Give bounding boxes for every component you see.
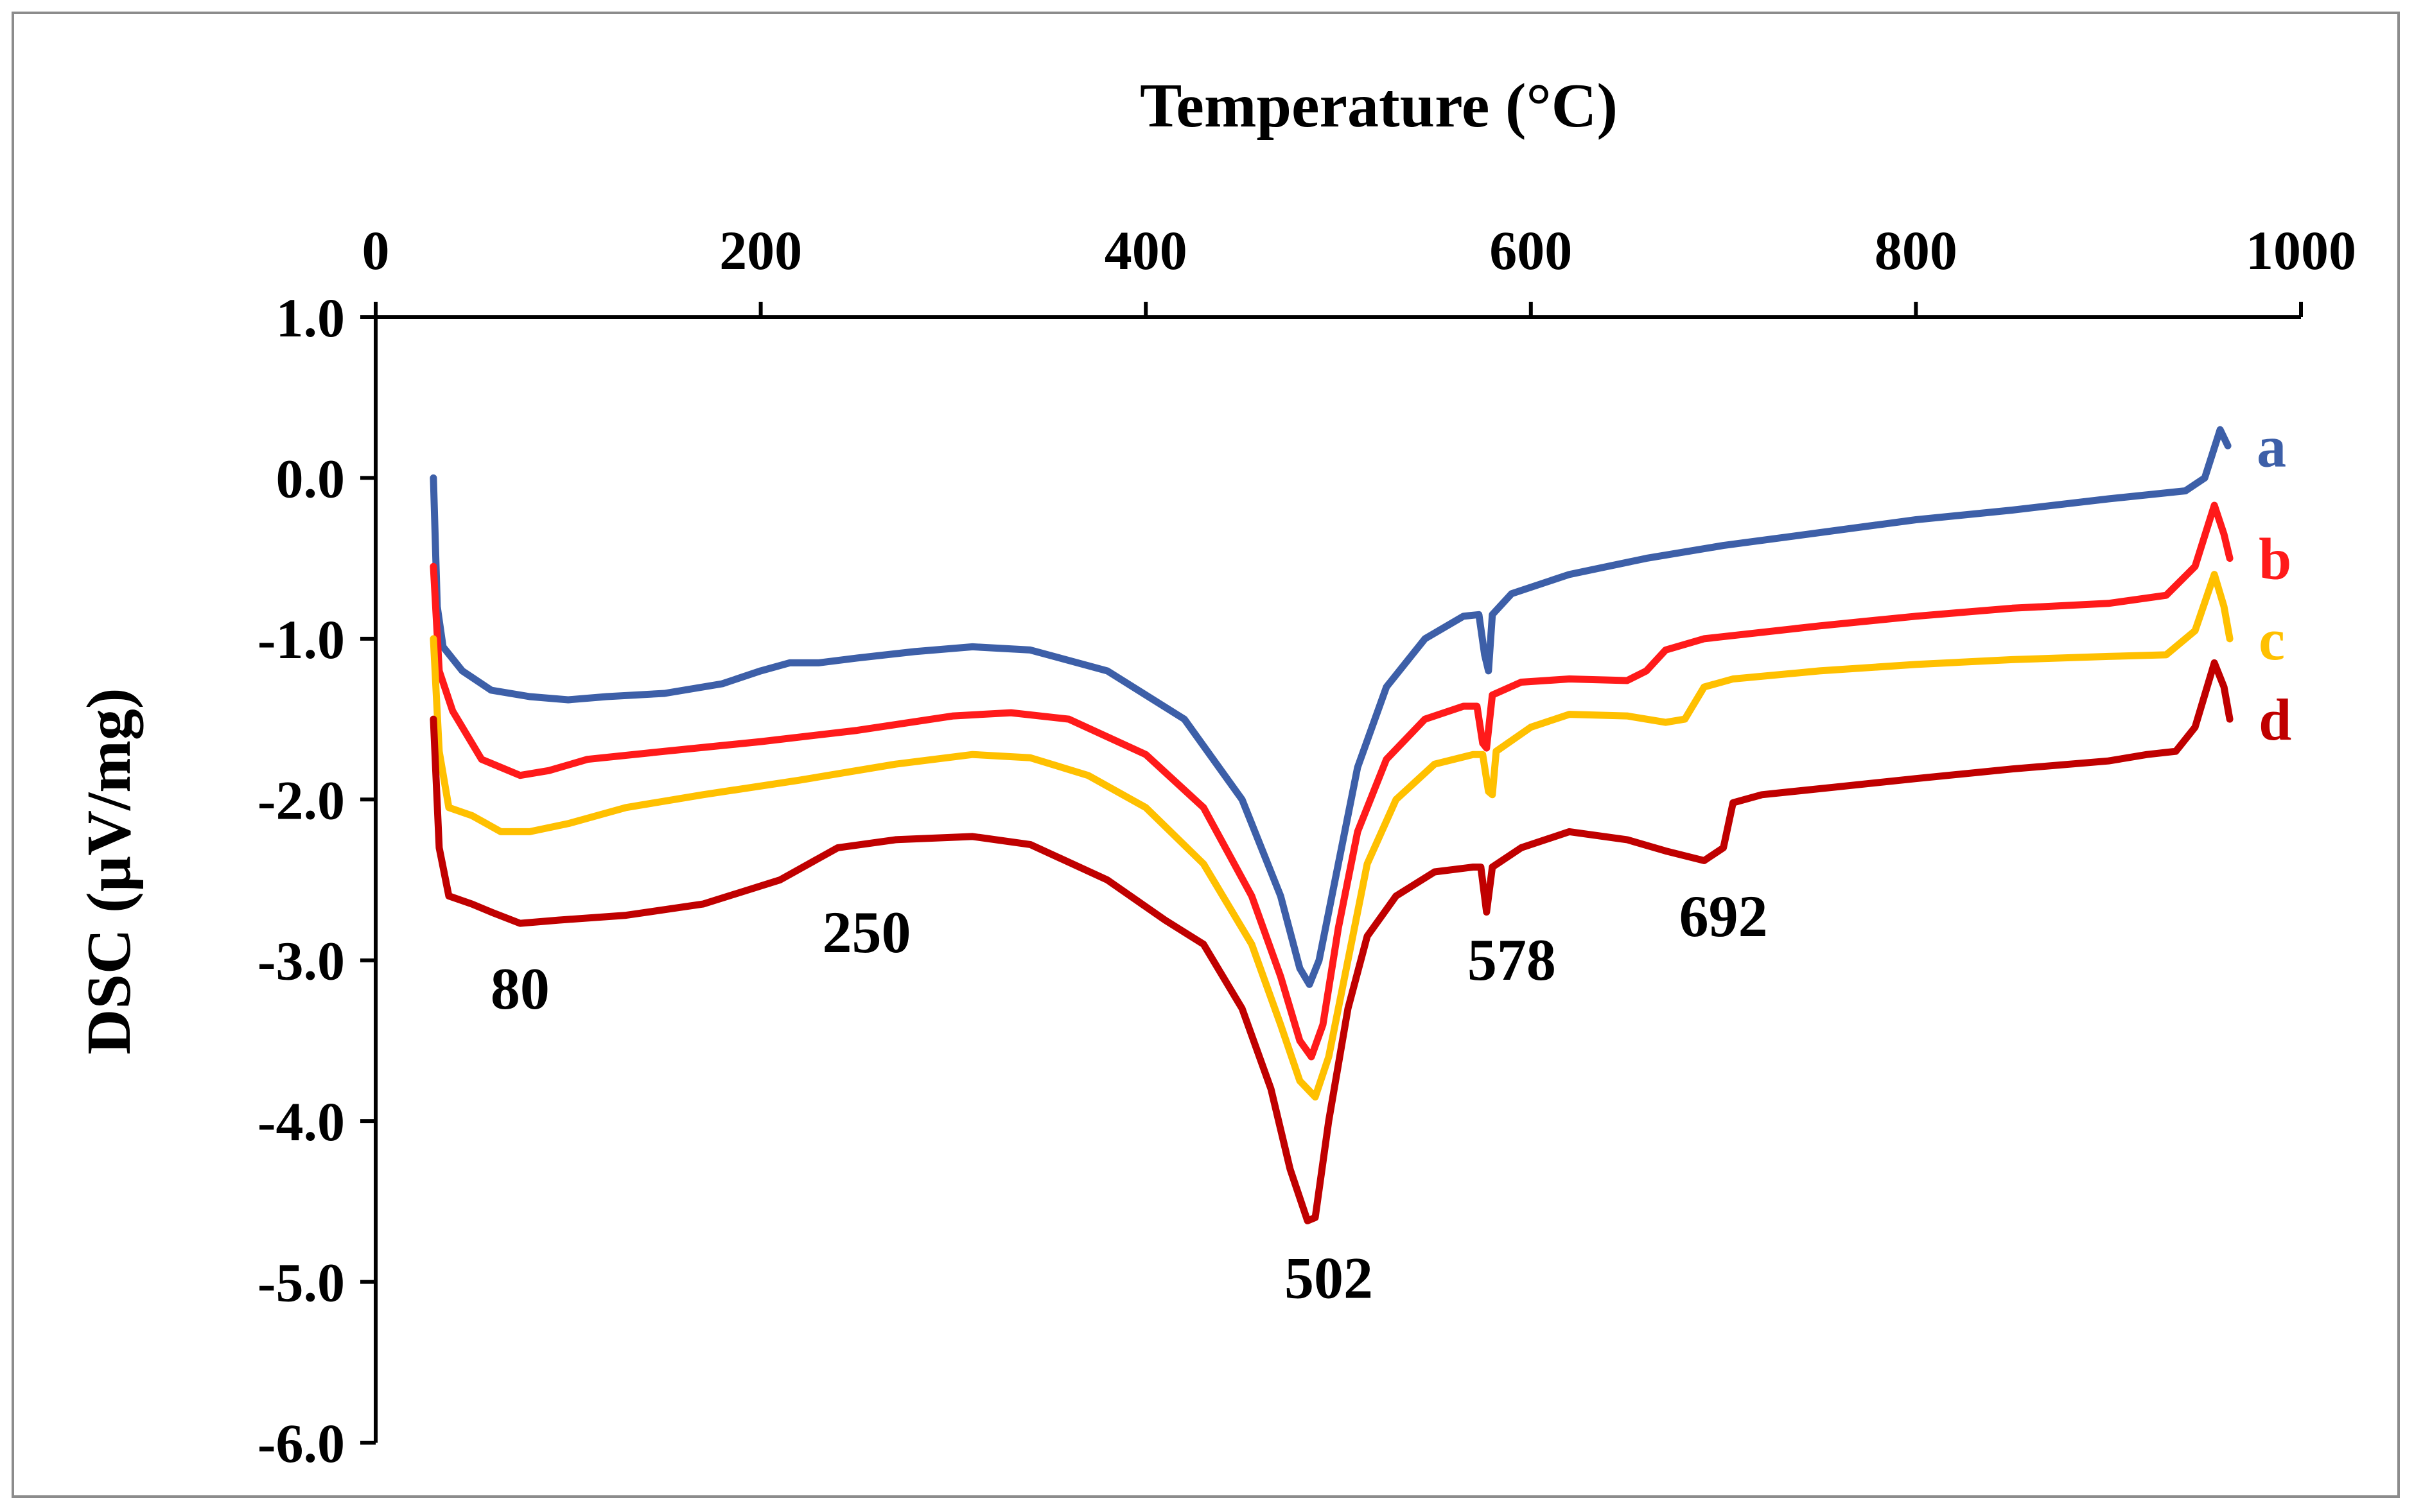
axes: 0 200 400 600 800 1000 1.0 0.0 -1.0 -2.0 -3.0 -4.0 -… [258, 220, 2356, 1474]
y-tick-label: -4.0 [258, 1091, 345, 1152]
legend-label-c: c [2259, 607, 2285, 672]
peak-annotation: 502 [1284, 1246, 1373, 1311]
y-tick-label: -3.0 [258, 930, 345, 992]
series-layer [430, 426, 2234, 1224]
x-tick-label: 200 [719, 220, 802, 281]
x-axis-title: Temperature (°C) [1140, 71, 1618, 141]
peak-annotation: 578 [1467, 927, 1556, 993]
y-tick-label: -1.0 [258, 609, 345, 670]
annotations: 80 250 502 578 692 [491, 883, 1768, 1310]
peak-annotation: 250 [822, 899, 911, 965]
y-tick-label: -6.0 [258, 1412, 345, 1474]
x-tick-label: 600 [1489, 220, 1572, 281]
series-line-a [430, 426, 2232, 988]
y-tick-label: 1.0 [276, 287, 345, 349]
series-line-b [430, 501, 2234, 1061]
y-tick-label: -5.0 [258, 1252, 345, 1314]
legend-label-d: d [2259, 687, 2291, 752]
x-tick-label: 400 [1105, 220, 1187, 281]
x-tick-label: 0 [362, 220, 390, 281]
x-tick-label: 800 [1875, 220, 1957, 281]
peak-annotation: 692 [1679, 883, 1768, 949]
chart-frame: Temperature (°C) DSC (µV/mg) 0 200 400 600 8… [12, 12, 2400, 1498]
y-tick-label: -2.0 [258, 769, 345, 831]
peak-annotation: 80 [491, 956, 550, 1021]
series-line-c [430, 571, 2234, 1101]
y-axis-title: DSC (µV/mg) [74, 688, 144, 1055]
series-line-d [430, 659, 2234, 1224]
y-tick-label: 0.0 [276, 448, 345, 509]
dsc-chart: Temperature (°C) DSC (µV/mg) 0 200 400 600 8… [74, 71, 2356, 1474]
legend-label-b: b [2259, 526, 2291, 592]
legend-label-a: a [2257, 413, 2286, 479]
x-tick-label: 1000 [2246, 220, 2356, 281]
